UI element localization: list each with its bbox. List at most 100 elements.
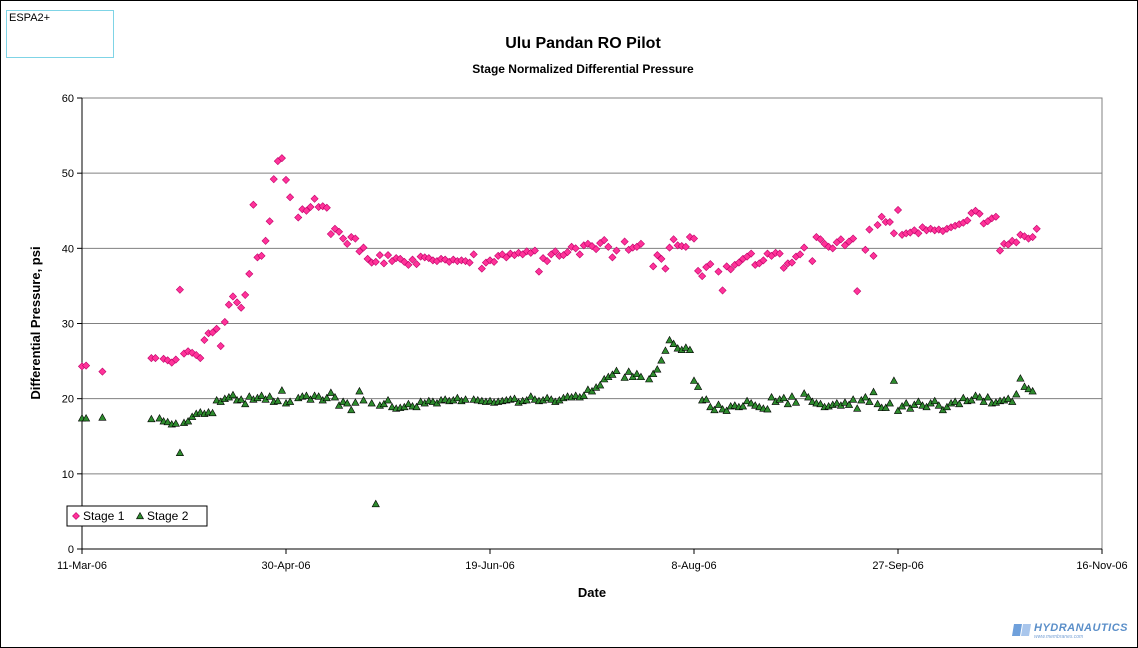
chart-subtitle: Stage Normalized Differential Pressure xyxy=(472,62,694,76)
stage2-point xyxy=(343,398,352,407)
stage2-point xyxy=(441,395,450,403)
stage1-point xyxy=(914,229,923,238)
stage1-point xyxy=(759,256,768,265)
stage1-point xyxy=(796,250,805,259)
stage1-point xyxy=(849,234,858,243)
stage2-point xyxy=(930,396,939,405)
stage1-point xyxy=(375,251,384,260)
stage2-point xyxy=(1016,374,1025,382)
x-tick-label: 19-Jun-06 xyxy=(465,560,515,572)
stage1-point xyxy=(873,221,882,230)
stage1-point xyxy=(567,242,576,251)
legend-marker-1 xyxy=(72,512,80,520)
stage2-point xyxy=(942,402,952,411)
stage1-point xyxy=(885,218,894,227)
stage2-point xyxy=(302,391,311,399)
stage2-point xyxy=(347,405,356,414)
stage1-point xyxy=(530,246,539,255)
stage1-point xyxy=(571,244,580,253)
stage2-point xyxy=(649,369,658,378)
stage1-point xyxy=(649,262,658,271)
stage2-point xyxy=(710,405,719,414)
stage1-point xyxy=(412,260,421,269)
stage2-point xyxy=(608,370,617,378)
stage2-point xyxy=(918,401,927,409)
stage1-point xyxy=(869,251,878,260)
stage1-point xyxy=(608,253,617,262)
stage2-point xyxy=(510,394,519,402)
stage1-point xyxy=(840,241,849,250)
legend: Stage 1 Stage 2 xyxy=(66,505,208,527)
stage1-point xyxy=(1012,238,1021,247)
stage2-point xyxy=(959,393,968,402)
stage2-point xyxy=(371,499,380,508)
stage1-point xyxy=(775,249,784,258)
stage2-point xyxy=(175,448,185,456)
stage1-point xyxy=(82,361,91,370)
stage1-point xyxy=(241,290,250,299)
stage2-point xyxy=(416,397,425,405)
stage2-point xyxy=(738,401,748,410)
stage2-point xyxy=(285,397,295,405)
stage2-point xyxy=(277,386,287,394)
stage1-point xyxy=(543,257,552,266)
stage1-point xyxy=(661,264,670,273)
y-tick-label: 10 xyxy=(62,469,74,481)
stage1-point xyxy=(171,355,180,364)
stage2-point xyxy=(685,345,695,353)
stage1-point xyxy=(184,347,193,356)
stage1-point xyxy=(245,269,254,278)
stage1-point xyxy=(379,259,388,268)
stage1-point xyxy=(298,205,307,214)
stage2-point xyxy=(583,385,593,393)
stage2-point xyxy=(693,382,703,390)
stage2-point xyxy=(334,401,344,409)
stage1-point xyxy=(477,264,486,273)
stage2-point xyxy=(902,398,911,407)
gridlines xyxy=(82,172,1102,475)
stage1-point xyxy=(322,203,331,212)
stage2-point xyxy=(702,395,711,403)
stage1-point xyxy=(163,356,172,365)
stage2-point xyxy=(906,404,915,412)
stage1-point xyxy=(828,244,837,253)
stage1-point xyxy=(233,298,242,307)
stage1-point xyxy=(657,254,666,263)
stage1-point xyxy=(551,247,560,256)
stage1-point xyxy=(865,225,874,234)
stage1-point xyxy=(893,205,903,215)
stage2-point xyxy=(620,373,629,381)
stage1-point xyxy=(995,246,1005,255)
y-tick-label: 0 xyxy=(68,544,74,556)
stage2-point xyxy=(241,399,250,408)
stage1-point xyxy=(265,217,274,226)
stage2-point xyxy=(208,408,217,417)
stage1-point xyxy=(502,253,511,262)
stage1-point xyxy=(151,354,160,363)
stage1-point xyxy=(330,224,339,233)
stage2-point xyxy=(461,395,470,403)
x-tick-label: 27-Sep-06 xyxy=(872,560,923,572)
stage1-point xyxy=(1004,240,1013,249)
stage1-point xyxy=(257,251,266,260)
stage2-point xyxy=(787,392,797,400)
stage1-point xyxy=(249,200,258,209)
stage1-point xyxy=(604,242,613,251)
stage1-point xyxy=(669,235,678,244)
stage2-point xyxy=(245,392,254,400)
stage1-point xyxy=(498,250,507,259)
series-2 xyxy=(77,335,1037,508)
stage1-point xyxy=(208,328,217,337)
stage2-point xyxy=(171,419,180,427)
stage2-point xyxy=(579,391,588,399)
hydranautics-logo: HYDRANAUTICS www.membranes.com xyxy=(1012,620,1128,642)
stage1-point xyxy=(991,212,1000,221)
stage2-point xyxy=(742,396,752,405)
stage2-point xyxy=(326,388,335,396)
stage2-point xyxy=(893,406,903,414)
stage2-point xyxy=(779,393,788,402)
stage2-point xyxy=(951,397,960,405)
stage2-point xyxy=(632,369,641,378)
stage1-point xyxy=(98,367,107,376)
legend-marker-2 xyxy=(135,511,145,520)
